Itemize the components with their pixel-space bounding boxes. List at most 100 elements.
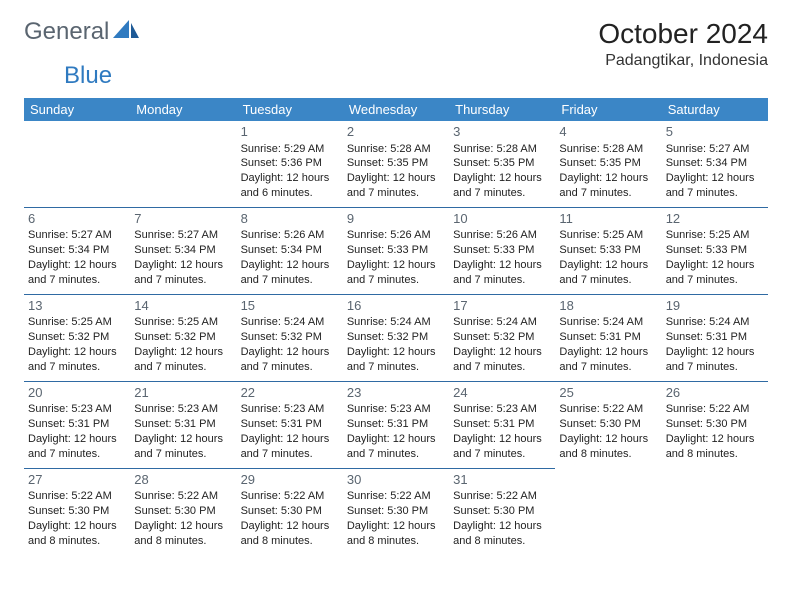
sunset-line: Sunset: 5:31 PM (28, 417, 126, 432)
weekday-header: Friday (555, 98, 661, 121)
day-number: 29 (241, 471, 339, 489)
calendar-body: 1Sunrise: 5:29 AMSunset: 5:36 PMDaylight… (24, 121, 768, 555)
sunrise-line: Sunrise: 5:24 AM (241, 315, 339, 330)
sunrise-line: Sunrise: 5:27 AM (134, 228, 232, 243)
sunrise-line: Sunrise: 5:23 AM (347, 402, 445, 417)
sunrise-line: Sunrise: 5:26 AM (241, 228, 339, 243)
daylight-line: Daylight: 12 hours and 8 minutes. (28, 519, 126, 549)
sunrise-line: Sunrise: 5:25 AM (666, 228, 764, 243)
calendar-day-cell: 9Sunrise: 5:26 AMSunset: 5:33 PMDaylight… (343, 207, 449, 294)
day-number: 10 (453, 210, 551, 228)
daylight-line: Daylight: 12 hours and 7 minutes. (666, 258, 764, 288)
calendar-day-cell: 4Sunrise: 5:28 AMSunset: 5:35 PMDaylight… (555, 121, 661, 207)
day-number: 26 (666, 384, 764, 402)
sunrise-line: Sunrise: 5:27 AM (28, 228, 126, 243)
sunrise-line: Sunrise: 5:26 AM (453, 228, 551, 243)
calendar-day-cell: 16Sunrise: 5:24 AMSunset: 5:32 PMDayligh… (343, 294, 449, 381)
sunrise-line: Sunrise: 5:23 AM (134, 402, 232, 417)
sunset-line: Sunset: 5:33 PM (666, 243, 764, 258)
calendar-day-cell: 6Sunrise: 5:27 AMSunset: 5:34 PMDaylight… (24, 207, 130, 294)
daylight-line: Daylight: 12 hours and 7 minutes. (134, 345, 232, 375)
calendar-day-cell: 25Sunrise: 5:22 AMSunset: 5:30 PMDayligh… (555, 381, 661, 468)
weekday-header: Tuesday (237, 98, 343, 121)
sunrise-line: Sunrise: 5:27 AM (666, 142, 764, 157)
daylight-line: Daylight: 12 hours and 7 minutes. (347, 345, 445, 375)
day-number: 7 (134, 210, 232, 228)
calendar-day-cell: 12Sunrise: 5:25 AMSunset: 5:33 PMDayligh… (662, 207, 768, 294)
day-number: 21 (134, 384, 232, 402)
weekday-header: Wednesday (343, 98, 449, 121)
calendar-day-cell: 3Sunrise: 5:28 AMSunset: 5:35 PMDaylight… (449, 121, 555, 207)
daylight-line: Daylight: 12 hours and 8 minutes. (559, 432, 657, 462)
calendar-day-cell: 31Sunrise: 5:22 AMSunset: 5:30 PMDayligh… (449, 468, 555, 554)
sunrise-line: Sunrise: 5:22 AM (666, 402, 764, 417)
sunrise-line: Sunrise: 5:25 AM (134, 315, 232, 330)
sunrise-line: Sunrise: 5:29 AM (241, 142, 339, 157)
calendar-day-cell: 27Sunrise: 5:22 AMSunset: 5:30 PMDayligh… (24, 468, 130, 554)
day-number: 17 (453, 297, 551, 315)
calendar-day-cell: 13Sunrise: 5:25 AMSunset: 5:32 PMDayligh… (24, 294, 130, 381)
day-number: 13 (28, 297, 126, 315)
calendar-day-cell: 8Sunrise: 5:26 AMSunset: 5:34 PMDaylight… (237, 207, 343, 294)
sunrise-line: Sunrise: 5:23 AM (453, 402, 551, 417)
calendar-day-cell: 30Sunrise: 5:22 AMSunset: 5:30 PMDayligh… (343, 468, 449, 554)
day-number: 2 (347, 123, 445, 141)
calendar-day-cell: 2Sunrise: 5:28 AMSunset: 5:35 PMDaylight… (343, 121, 449, 207)
day-number: 24 (453, 384, 551, 402)
calendar-page: General October 2024 Padangtikar, Indone… (0, 0, 792, 573)
weekday-header: Monday (130, 98, 236, 121)
sunrise-line: Sunrise: 5:26 AM (347, 228, 445, 243)
sunrise-line: Sunrise: 5:25 AM (28, 315, 126, 330)
calendar-day-cell: 14Sunrise: 5:25 AMSunset: 5:32 PMDayligh… (130, 294, 236, 381)
sunrise-line: Sunrise: 5:28 AM (453, 142, 551, 157)
day-number: 12 (666, 210, 764, 228)
daylight-line: Daylight: 12 hours and 7 minutes. (28, 345, 126, 375)
sunset-line: Sunset: 5:34 PM (134, 243, 232, 258)
day-number: 23 (347, 384, 445, 402)
calendar-week-row: 6Sunrise: 5:27 AMSunset: 5:34 PMDaylight… (24, 207, 768, 294)
day-number: 20 (28, 384, 126, 402)
sunrise-line: Sunrise: 5:24 AM (559, 315, 657, 330)
daylight-line: Daylight: 12 hours and 7 minutes. (347, 432, 445, 462)
calendar-empty-cell (130, 121, 236, 207)
calendar-day-cell: 29Sunrise: 5:22 AMSunset: 5:30 PMDayligh… (237, 468, 343, 554)
day-number: 25 (559, 384, 657, 402)
sunset-line: Sunset: 5:30 PM (559, 417, 657, 432)
sunset-line: Sunset: 5:31 PM (347, 417, 445, 432)
weekday-header: Sunday (24, 98, 130, 121)
day-number: 14 (134, 297, 232, 315)
sunset-line: Sunset: 5:32 PM (241, 330, 339, 345)
calendar-day-cell: 15Sunrise: 5:24 AMSunset: 5:32 PMDayligh… (237, 294, 343, 381)
daylight-line: Daylight: 12 hours and 7 minutes. (241, 258, 339, 288)
day-number: 5 (666, 123, 764, 141)
sunset-line: Sunset: 5:34 PM (241, 243, 339, 258)
sunset-line: Sunset: 5:35 PM (453, 156, 551, 171)
daylight-line: Daylight: 12 hours and 6 minutes. (241, 171, 339, 201)
sunrise-line: Sunrise: 5:24 AM (347, 315, 445, 330)
daylight-line: Daylight: 12 hours and 7 minutes. (241, 345, 339, 375)
sunset-line: Sunset: 5:30 PM (666, 417, 764, 432)
daylight-line: Daylight: 12 hours and 8 minutes. (241, 519, 339, 549)
daylight-line: Daylight: 12 hours and 7 minutes. (453, 432, 551, 462)
sunrise-line: Sunrise: 5:23 AM (241, 402, 339, 417)
day-number: 31 (453, 471, 551, 489)
daylight-line: Daylight: 12 hours and 8 minutes. (134, 519, 232, 549)
weekday-header-row: SundayMondayTuesdayWednesdayThursdayFrid… (24, 98, 768, 121)
day-number: 18 (559, 297, 657, 315)
sunset-line: Sunset: 5:36 PM (241, 156, 339, 171)
calendar-week-row: 1Sunrise: 5:29 AMSunset: 5:36 PMDaylight… (24, 121, 768, 207)
sunrise-line: Sunrise: 5:24 AM (453, 315, 551, 330)
calendar-day-cell: 23Sunrise: 5:23 AMSunset: 5:31 PMDayligh… (343, 381, 449, 468)
day-number: 8 (241, 210, 339, 228)
sunset-line: Sunset: 5:31 PM (134, 417, 232, 432)
sunrise-line: Sunrise: 5:23 AM (28, 402, 126, 417)
location: Padangtikar, Indonesia (598, 52, 768, 70)
sunset-line: Sunset: 5:33 PM (559, 243, 657, 258)
sunset-line: Sunset: 5:32 PM (347, 330, 445, 345)
day-number: 30 (347, 471, 445, 489)
day-number: 27 (28, 471, 126, 489)
calendar-day-cell: 17Sunrise: 5:24 AMSunset: 5:32 PMDayligh… (449, 294, 555, 381)
sunset-line: Sunset: 5:32 PM (28, 330, 126, 345)
calendar-day-cell: 26Sunrise: 5:22 AMSunset: 5:30 PMDayligh… (662, 381, 768, 468)
daylight-line: Daylight: 12 hours and 7 minutes. (666, 345, 764, 375)
